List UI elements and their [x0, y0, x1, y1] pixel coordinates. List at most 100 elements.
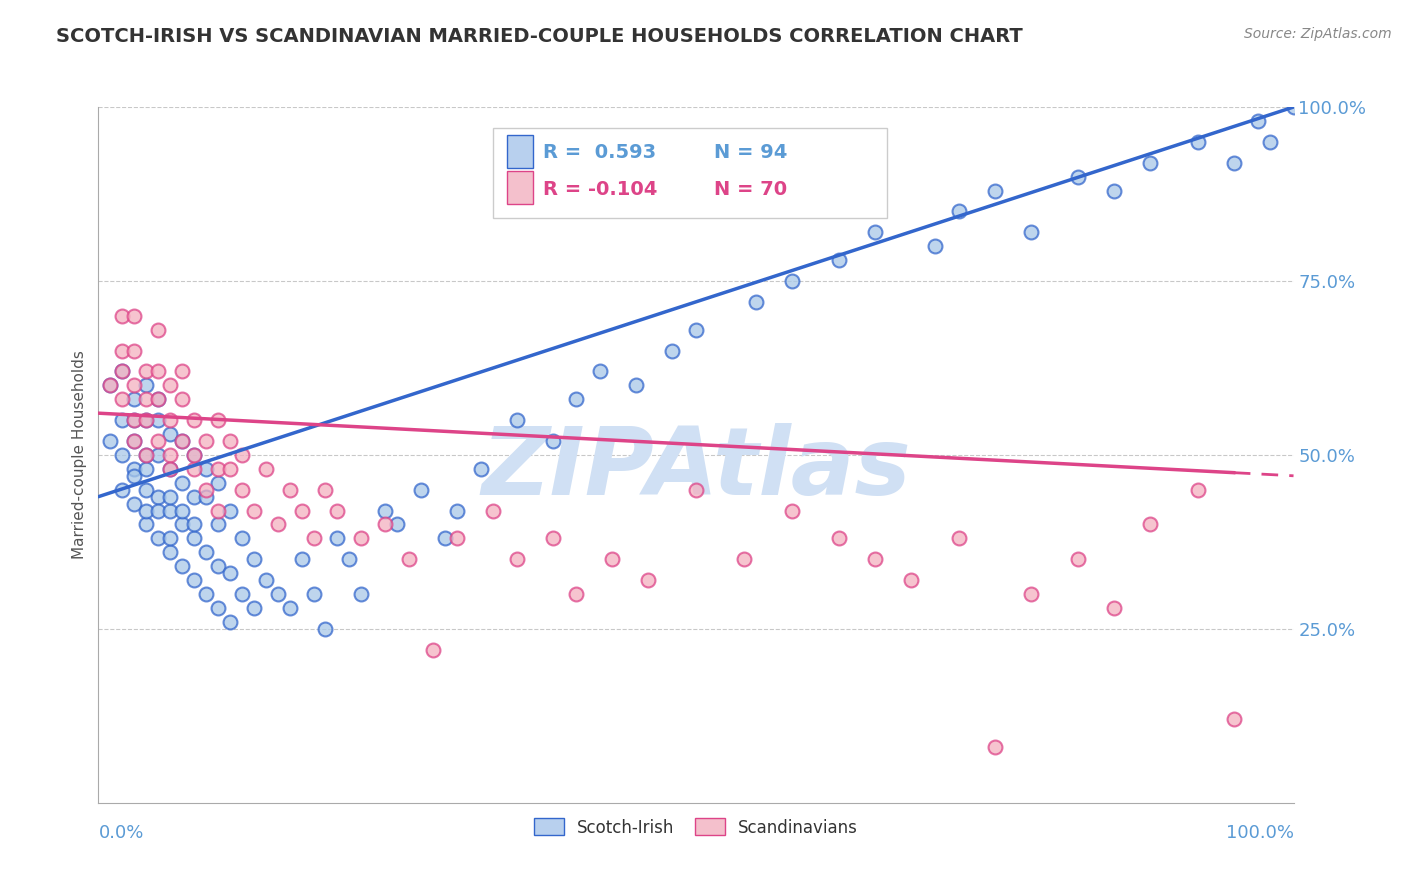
Point — [183, 448, 205, 462]
Point — [231, 532, 253, 546]
Point — [470, 462, 492, 476]
Point — [111, 364, 134, 378]
Point — [291, 552, 314, 566]
Point — [124, 413, 146, 427]
FancyBboxPatch shape — [494, 128, 887, 219]
Point — [434, 532, 457, 546]
Point — [1247, 114, 1270, 128]
Point — [745, 294, 768, 309]
Point — [446, 532, 468, 546]
Point — [195, 462, 218, 476]
Point — [159, 413, 181, 427]
Text: N = 70: N = 70 — [714, 179, 787, 199]
Point — [172, 392, 194, 407]
Point — [135, 378, 157, 392]
Text: 0.0%: 0.0% — [98, 823, 143, 841]
Point — [685, 483, 707, 497]
Point — [135, 517, 157, 532]
Point — [231, 448, 253, 462]
Point — [207, 413, 229, 427]
Point — [267, 587, 290, 601]
Point — [865, 225, 887, 239]
Point — [1067, 169, 1090, 184]
Point — [733, 552, 755, 566]
Point — [1019, 587, 1042, 601]
Point — [172, 517, 194, 532]
Point — [172, 434, 194, 448]
Point — [124, 309, 146, 323]
Point — [339, 552, 361, 566]
Point — [124, 343, 146, 358]
Point — [506, 552, 529, 566]
Point — [98, 378, 122, 392]
Point — [159, 490, 181, 504]
Point — [278, 601, 301, 615]
Text: R = -0.104: R = -0.104 — [543, 179, 658, 199]
Point — [207, 559, 229, 574]
Point — [1187, 483, 1209, 497]
Legend: Scotch-Irish, Scandinavians: Scotch-Irish, Scandinavians — [527, 812, 865, 843]
Point — [780, 274, 803, 288]
Text: Source: ZipAtlas.com: Source: ZipAtlas.com — [1244, 27, 1392, 41]
Point — [231, 483, 253, 497]
Point — [984, 184, 1007, 198]
Bar — [508, 135, 533, 169]
Point — [148, 532, 170, 546]
Point — [135, 448, 157, 462]
Point — [828, 532, 851, 546]
Point — [350, 587, 373, 601]
Point — [172, 475, 194, 490]
Point — [1282, 100, 1305, 114]
Point — [865, 552, 887, 566]
Y-axis label: Married-couple Households: Married-couple Households — [72, 351, 87, 559]
Text: ZIPAtlas: ZIPAtlas — [481, 423, 911, 515]
Point — [207, 462, 229, 476]
Point — [374, 503, 396, 517]
Point — [124, 392, 146, 407]
Point — [350, 532, 373, 546]
Point — [207, 475, 229, 490]
Point — [111, 343, 134, 358]
Point — [243, 601, 266, 615]
Point — [159, 427, 181, 442]
Point — [172, 503, 194, 517]
Point — [422, 642, 444, 657]
Point — [948, 204, 970, 219]
Bar — [508, 171, 533, 204]
Point — [111, 364, 134, 378]
Point — [1223, 712, 1246, 726]
Point — [481, 503, 505, 517]
Point — [219, 503, 242, 517]
Text: SCOTCH-IRISH VS SCANDINAVIAN MARRIED-COUPLE HOUSEHOLDS CORRELATION CHART: SCOTCH-IRISH VS SCANDINAVIAN MARRIED-COU… — [56, 27, 1024, 45]
Point — [315, 483, 337, 497]
Point — [1223, 155, 1246, 169]
Point — [148, 323, 170, 337]
Point — [148, 503, 170, 517]
Point — [900, 573, 922, 587]
Point — [148, 392, 170, 407]
Point — [124, 413, 146, 427]
Point — [135, 448, 157, 462]
Point — [219, 434, 242, 448]
Point — [148, 364, 170, 378]
Text: 100.0%: 100.0% — [1226, 823, 1294, 841]
Point — [135, 392, 157, 407]
Point — [231, 587, 253, 601]
Point — [195, 490, 218, 504]
Point — [254, 462, 277, 476]
Point — [541, 434, 564, 448]
Point — [111, 392, 134, 407]
Point — [124, 468, 146, 483]
Point — [243, 503, 266, 517]
Point — [637, 573, 659, 587]
Point — [148, 413, 170, 427]
Point — [602, 552, 624, 566]
Point — [398, 552, 420, 566]
Point — [291, 503, 314, 517]
Point — [159, 503, 181, 517]
Point — [159, 462, 181, 476]
Point — [1187, 135, 1209, 149]
Point — [183, 413, 205, 427]
Point — [1104, 601, 1126, 615]
Point — [219, 566, 242, 581]
